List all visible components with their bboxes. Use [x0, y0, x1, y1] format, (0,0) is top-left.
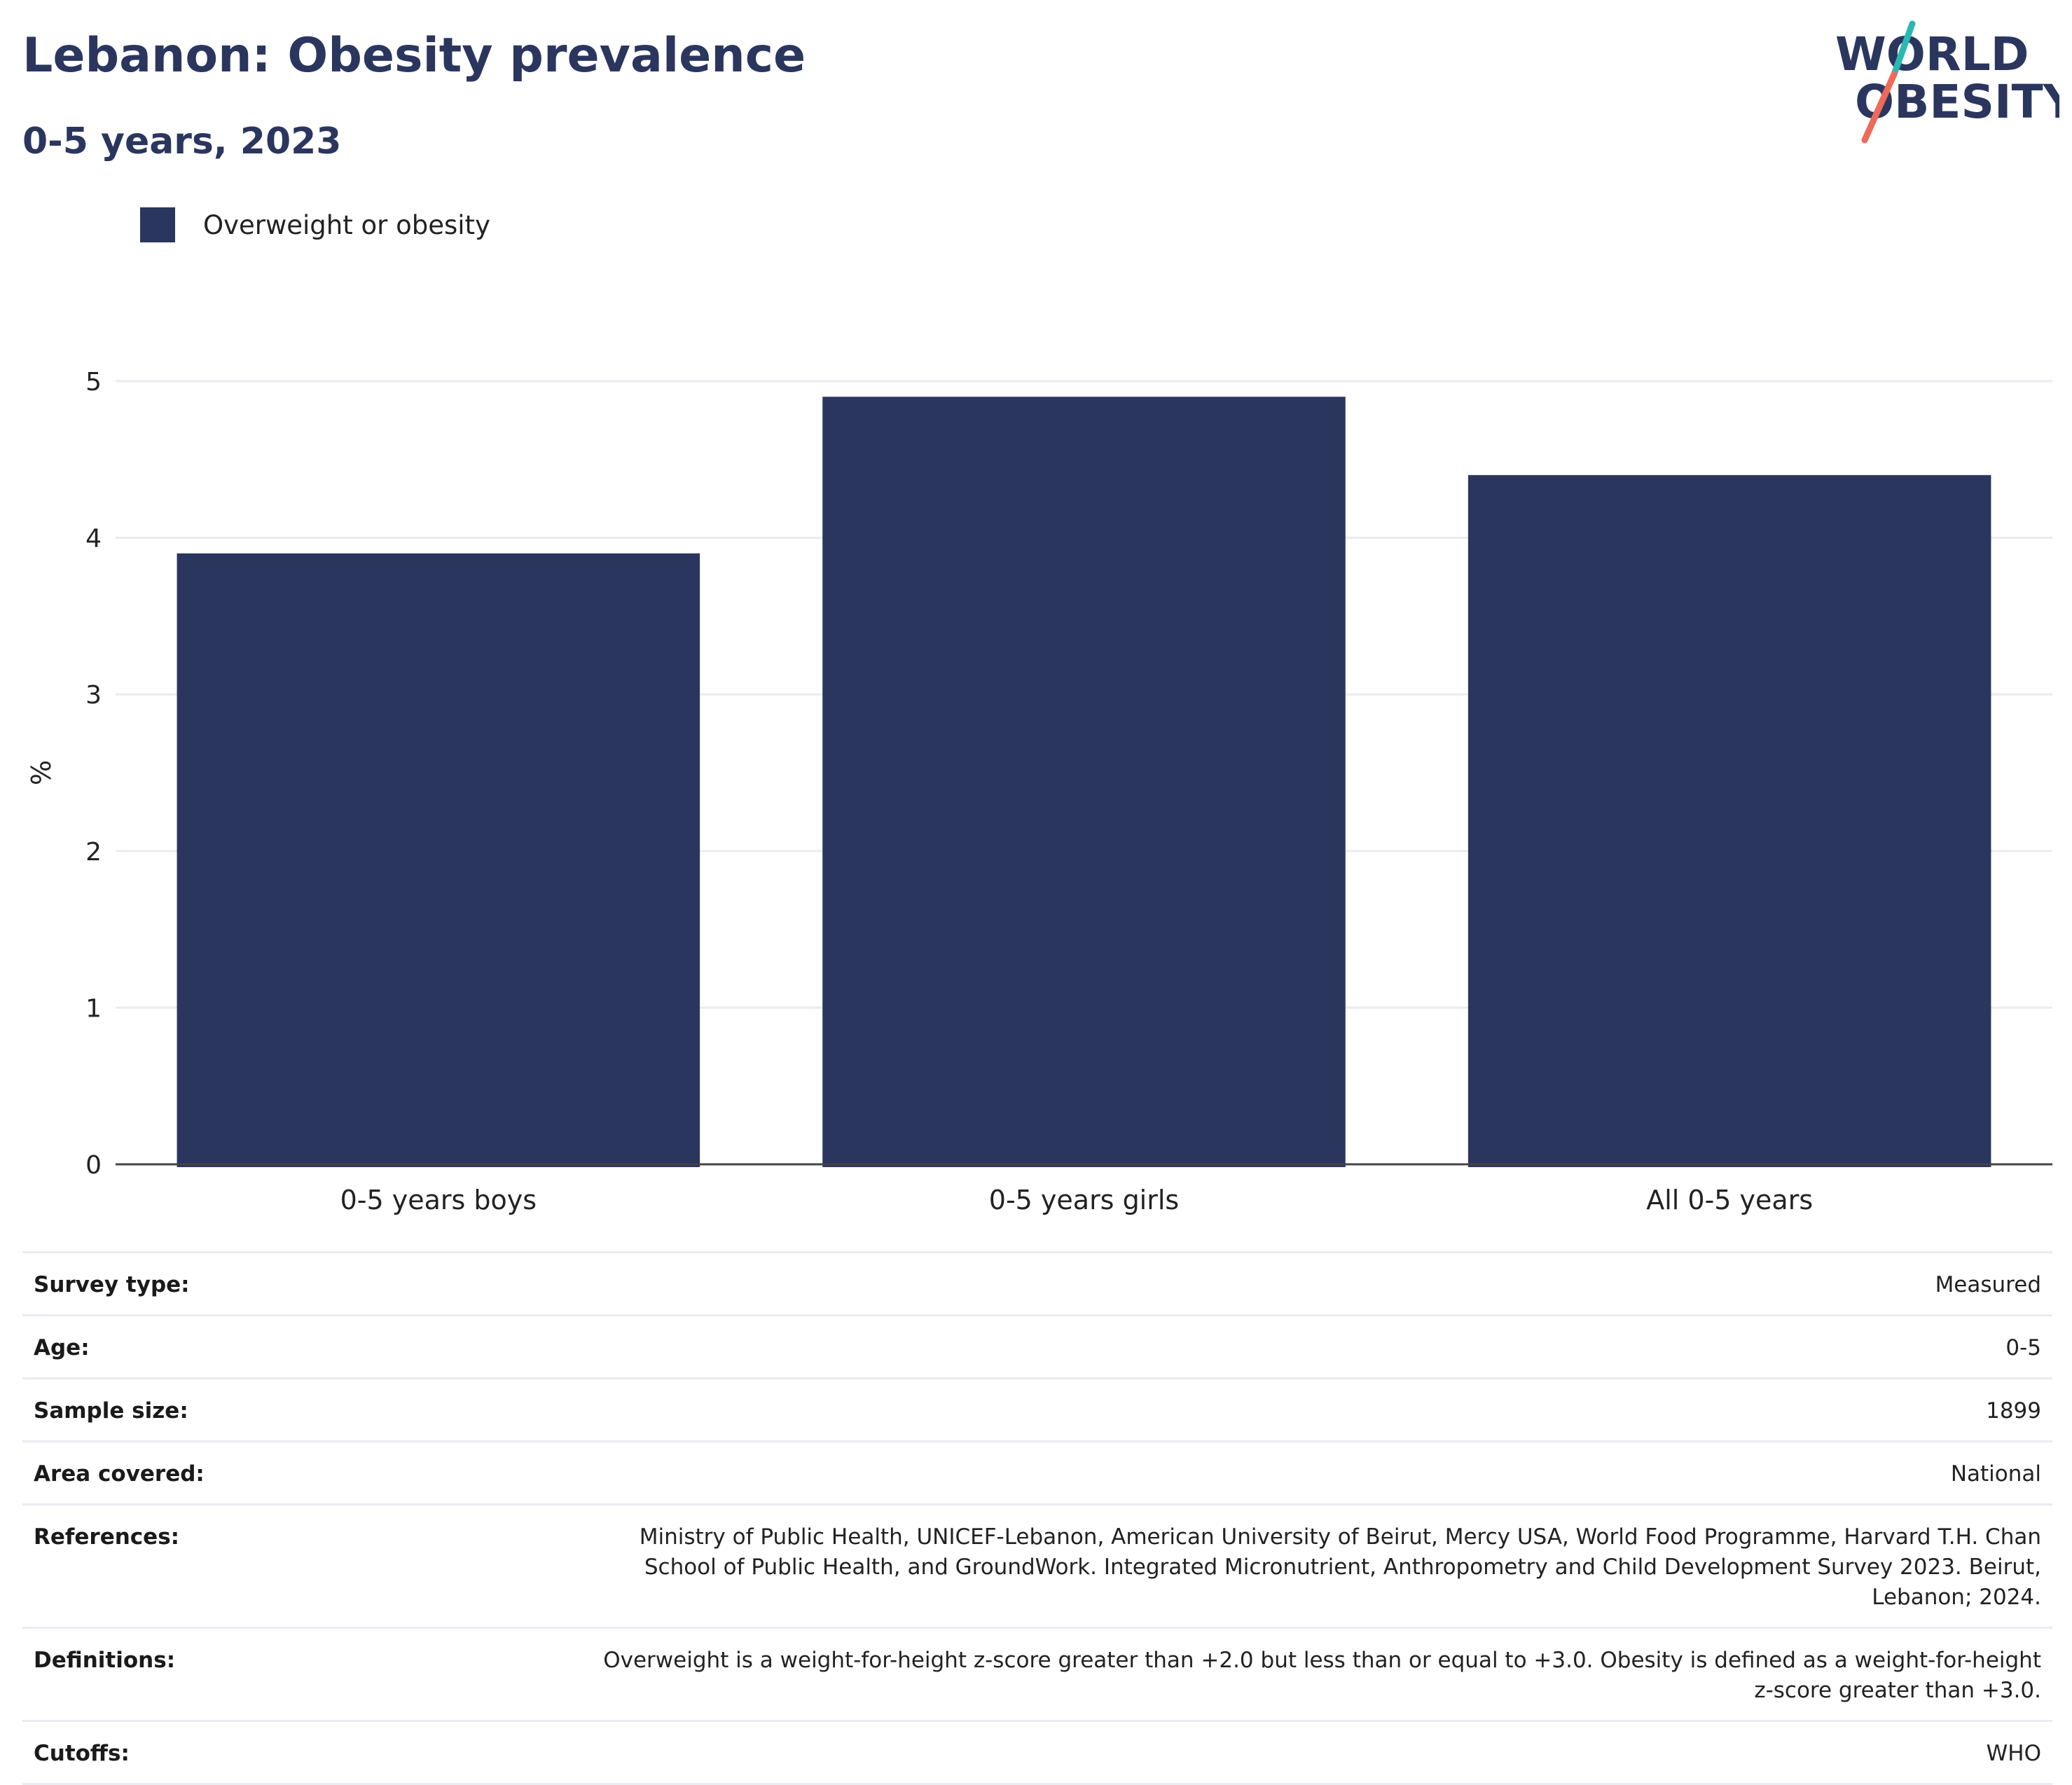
world-obesity-logo: WORLD OBESITY: [1835, 20, 2059, 144]
y-tick-label: 4: [85, 525, 102, 553]
legend-label: Overweight or obesity: [203, 209, 490, 240]
metadata-value: Ministry of Public Health, UNICEF-Lebano…: [639, 1524, 2041, 1610]
y-axis-title: %: [26, 760, 57, 785]
y-tick-label: 1: [85, 994, 102, 1023]
page-title: Lebanon: Obesity prevalence: [22, 28, 806, 83]
metadata-value: National: [1950, 1461, 2041, 1487]
chart-legend: Overweight or obesity: [140, 207, 490, 242]
x-tick-label: 0-5 years girls: [989, 1185, 1179, 1215]
metadata-row: Area covered: National: [22, 1440, 2052, 1503]
metadata-value: Measured: [1935, 1272, 2041, 1297]
metadata-value: 1899: [1986, 1398, 2041, 1424]
bar-chart: 0 1 2 3 4 5% 0-5 years boys 0-5 years girls All …: [26, 368, 2052, 1215]
x-tick-label: All 0-5 years: [1646, 1185, 1813, 1215]
metadata-label: Area covered:: [34, 1461, 205, 1487]
metadata-value: Overweight is a weight-for-height z-scor…: [603, 1648, 2041, 1703]
metadata-label: Definitions:: [34, 1648, 176, 1673]
metadata-row: Cutoffs: WHO: [22, 1720, 2052, 1785]
metadata-row: Survey type: Measured: [22, 1251, 2052, 1314]
logo-coral-stroke: [1861, 71, 1898, 144]
metadata-value: WHO: [1986, 1741, 2041, 1766]
logo-text-obesity: OBESITY: [1855, 75, 2059, 129]
bar: [822, 397, 1346, 1167]
metadata-label: Age:: [34, 1335, 90, 1360]
page-subtitle: 0-5 years, 2023: [22, 120, 342, 163]
x-tick-label: 0-5 years boys: [340, 1185, 537, 1215]
metadata-table: Survey type: Measured Age: 0-5 Sample size: 1…: [22, 1251, 2052, 1785]
metadata-row: Definitions: Overweight is a weight-for-h…: [22, 1627, 2052, 1720]
logo-text-world: WORLD: [1835, 27, 2029, 81]
bar: [1467, 475, 1991, 1167]
metadata-value: 0-5: [2005, 1335, 2041, 1360]
metadata-row: Age: 0-5: [22, 1314, 2052, 1377]
metadata-label: References:: [34, 1524, 180, 1550]
y-tick-label: 2: [85, 838, 102, 867]
y-tick-label: 0: [85, 1151, 102, 1180]
y-tick-label: 5: [85, 368, 102, 397]
metadata-label: Sample size:: [34, 1398, 188, 1424]
y-tick-label: 3: [85, 681, 102, 710]
metadata-label: Cutoffs:: [34, 1741, 130, 1766]
legend-swatch: [140, 207, 175, 242]
bar: [177, 553, 700, 1167]
logo-teal-stroke: [1891, 20, 1916, 78]
metadata-label: Survey type:: [34, 1272, 190, 1297]
metadata-row: References: Ministry of Public Health, UN…: [22, 1503, 2052, 1627]
metadata-row: Sample size: 1899: [22, 1377, 2052, 1440]
